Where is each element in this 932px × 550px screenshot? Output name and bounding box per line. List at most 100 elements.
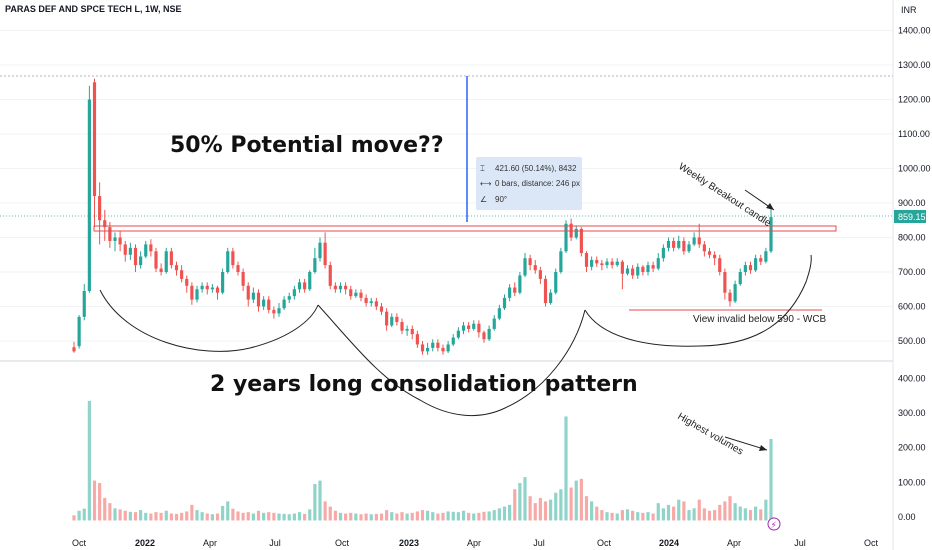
candle-body (77, 316, 81, 347)
pattern-curve-main[interactable] (317, 304, 586, 417)
volume-bar (236, 511, 240, 521)
volume-bar (149, 513, 153, 521)
candle-body (426, 347, 430, 352)
volume-bar (338, 512, 343, 521)
volume-bar (277, 513, 281, 521)
price-tick-label: 1000.00 (898, 164, 931, 174)
candle-body (436, 342, 440, 348)
candle-body (713, 254, 717, 259)
volume-bar (82, 508, 86, 521)
breakout-annotation[interactable]: Weekly Breakout candle (676, 161, 773, 229)
volume-arrow[interactable] (724, 436, 768, 451)
volume-bar (395, 513, 399, 521)
volume-bar (666, 504, 671, 521)
volume-bar (221, 505, 225, 521)
candle-body (400, 322, 404, 331)
candle-body (764, 251, 768, 262)
candle-body (364, 297, 368, 304)
candle-body (687, 244, 691, 252)
measure-height-icon: ⌶ (480, 164, 485, 173)
volume-bar (672, 506, 676, 521)
lightning-badge-icon[interactable] (767, 517, 781, 531)
resistance-zone[interactable] (93, 225, 837, 232)
candle-body (754, 258, 758, 271)
volume-bar (282, 513, 286, 521)
volume-bar (702, 508, 706, 521)
volume-arrowhead (759, 445, 767, 451)
volume-bar (477, 512, 481, 521)
potential-move-annotation[interactable]: 50% Potential move?? (170, 133, 444, 158)
candle-body (600, 263, 604, 266)
volume-bar (446, 511, 450, 521)
volume-bar (518, 483, 522, 521)
volume-bar (210, 514, 214, 521)
candle-body (702, 244, 706, 252)
measure-line2: 0 bars, distance: 246 px (495, 179, 580, 188)
time-tick-label: Jul (269, 538, 281, 548)
candle-body (241, 272, 245, 286)
volume-bar (292, 513, 296, 521)
measure-bars-icon: ⟷ (480, 179, 492, 188)
volume-bar (574, 480, 578, 521)
candle-body (103, 220, 107, 228)
candle-body (605, 261, 609, 266)
volume-bar (185, 511, 189, 521)
price-axis: 1400.00 1300.00 1200.00 1100.00 1000.00 900.0… (898, 26, 931, 347)
invalid-annotation[interactable]: View invalid below 590 - WCB (693, 314, 827, 325)
volume-bar (738, 506, 742, 521)
candle-body (554, 272, 558, 293)
volume-tick-label: 400.00 (898, 373, 926, 383)
candle-body (723, 272, 727, 293)
time-tick-label: 2024 (659, 538, 679, 548)
candle-body (631, 268, 635, 276)
candle-body (625, 268, 630, 274)
pattern-curve-right[interactable] (584, 254, 812, 347)
candle-body (262, 299, 266, 307)
candle-body (692, 237, 696, 245)
pattern-curve-left[interactable] (99, 289, 319, 352)
volume-bar (467, 512, 471, 521)
candle-body (646, 265, 650, 272)
candle-body (282, 299, 286, 309)
volume-annotation[interactable]: Highest volumes (676, 411, 746, 457)
candle-body (528, 258, 532, 266)
volume-bar (528, 496, 532, 521)
volume-bar (692, 508, 696, 521)
candle-body (200, 285, 204, 290)
volume-bar (139, 510, 143, 521)
volume-bar (98, 483, 102, 521)
volume-bar (318, 480, 322, 521)
candle-body (431, 342, 435, 348)
volume-bar (426, 510, 430, 521)
candle-body (728, 292, 732, 302)
volume-bar (118, 509, 122, 521)
volume-bar (379, 513, 384, 521)
volume-bar (656, 503, 660, 521)
volume-tick-label: 300.00 (898, 408, 926, 418)
volume-bar (625, 509, 630, 521)
candle-body (185, 278, 189, 286)
candle-body (738, 272, 742, 285)
candle-body (487, 328, 491, 340)
candle-body (333, 285, 337, 290)
time-tick-label: Apr (203, 538, 217, 548)
candle-body (139, 256, 143, 266)
volume-bar (461, 510, 466, 521)
candle-body (369, 301, 373, 304)
volume-bar (92, 480, 97, 521)
measure-angle-icon: ∠ (480, 195, 487, 204)
volume-bar (651, 513, 655, 521)
volume-bar (390, 512, 394, 521)
volume-bar (584, 496, 589, 521)
volume-bar (415, 511, 419, 521)
volume-bar (385, 510, 389, 521)
time-tick-label: 2023 (399, 538, 419, 548)
candle-body (513, 287, 517, 293)
consolidation-annotation[interactable]: 2 years long consolidation pattern (210, 372, 638, 397)
volume-bar (723, 501, 727, 521)
volume-bar (759, 509, 763, 521)
volume-bar (303, 513, 307, 521)
candle-body (297, 282, 302, 290)
candle-body (174, 265, 179, 271)
candle-body (379, 306, 384, 312)
